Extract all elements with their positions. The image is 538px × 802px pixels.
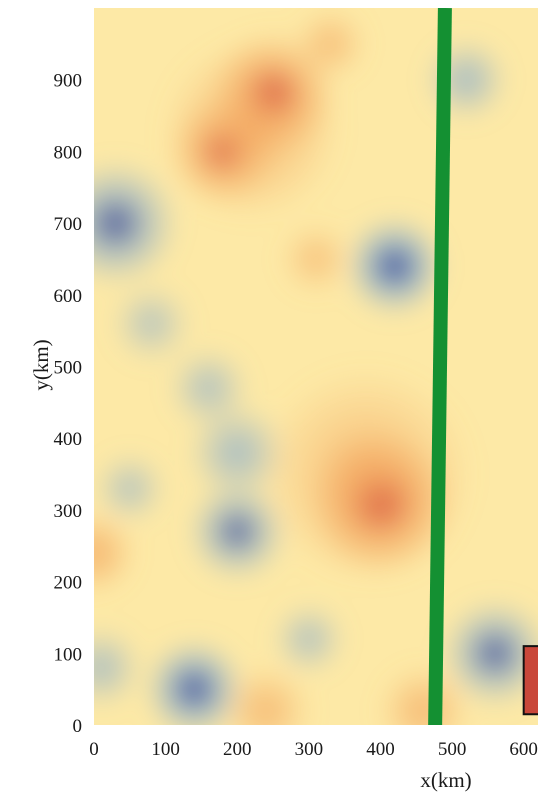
anomaly-blob: [258, 366, 474, 582]
anomaly-blob: [94, 160, 179, 286]
anomaly-blob: [294, 8, 367, 80]
anomaly-blob: [378, 665, 469, 725]
x-tick-label: 600: [509, 739, 538, 760]
y-tick-label: 400: [54, 429, 83, 450]
anomaly-blob: [345, 216, 445, 316]
y-tick-label: 200: [54, 573, 83, 594]
y-tick-label: 300: [54, 501, 83, 522]
anomaly-blob: [280, 223, 352, 295]
anomaly-blob: [94, 512, 135, 594]
anomaly-blob: [94, 452, 166, 525]
anomaly-blob: [221, 665, 311, 725]
x-axis-ticks: 0 100 200 300 400 500 600: [89, 739, 538, 760]
x-tick-label: 500: [438, 739, 467, 760]
anomaly-blob: [145, 639, 244, 725]
anomaly-blob: [273, 603, 345, 675]
anomaly-blob: [441, 599, 538, 708]
y-tick-label: 800: [54, 142, 83, 163]
profile-line: [428, 8, 452, 725]
anomaly-blob: [187, 482, 287, 581]
x-tick-label: 300: [295, 739, 324, 760]
y-tick-label: 500: [54, 358, 83, 379]
x-tick-label: 200: [223, 739, 252, 760]
marker-rectangle: [522, 645, 538, 716]
anomaly-blob: [111, 283, 192, 364]
anomaly-blob: [94, 627, 142, 708]
y-tick-label: 700: [54, 214, 83, 235]
anomaly-blob: [162, 40, 342, 220]
y-tick-label: 600: [54, 286, 83, 307]
x-tick-label: 0: [89, 739, 99, 760]
anomaly-field: [94, 8, 538, 725]
x-tick-label: 100: [151, 739, 180, 760]
x-axis-label: x(km): [420, 768, 471, 792]
overlay-layer: [428, 8, 538, 725]
y-axis-ticks: 0 100 200 300 400 500 600 700 800 900: [54, 71, 83, 737]
x-tick-label: 400: [366, 739, 395, 760]
y-tick-label: 0: [73, 716, 83, 737]
y-tick-label: 100: [54, 644, 83, 665]
anomaly-blob: [168, 347, 249, 429]
y-axis-label: y(km): [29, 339, 53, 390]
y-tick-label: 900: [54, 71, 83, 92]
